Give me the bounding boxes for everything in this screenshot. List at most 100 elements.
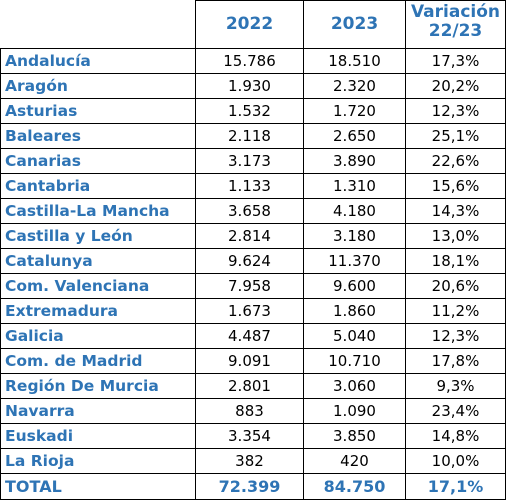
- value-2023-cell: 18.510: [303, 48, 406, 74]
- variacion-cell: 20,2%: [405, 73, 506, 99]
- value-2022-cell: 883: [195, 398, 304, 424]
- total-row: TOTAL 72.399 84.750 17,1%: [0, 473, 506, 500]
- value-2023-cell: 4.180: [303, 198, 406, 224]
- value-2022-cell: 1.133: [195, 173, 304, 199]
- region-name-cell: Catalunya: [0, 248, 196, 274]
- value-2023-cell: 3.890: [303, 148, 406, 174]
- value-2022-cell: 2.814: [195, 223, 304, 249]
- region-name-cell: Aragón: [0, 73, 196, 99]
- header-2022: 2022: [195, 0, 304, 49]
- table-row: Castilla y León 2.814 3.180 13,0%: [0, 223, 506, 249]
- total-variacion: 17,1%: [405, 473, 506, 500]
- value-2023-cell: 1.090: [303, 398, 406, 424]
- value-2023-cell: 2.320: [303, 73, 406, 99]
- value-2023-cell: 11.370: [303, 248, 406, 274]
- value-2022-cell: 1.930: [195, 73, 304, 99]
- table-row: Extremadura 1.673 1.860 11,2%: [0, 298, 506, 324]
- value-2023-cell: 1.860: [303, 298, 406, 324]
- value-2023-cell: 1.720: [303, 98, 406, 124]
- region-name-cell: Canarias: [0, 148, 196, 174]
- table-row: Galicia 4.487 5.040 12,3%: [0, 323, 506, 349]
- value-2022-cell: 382: [195, 448, 304, 474]
- table-row: Navarra 883 1.090 23,4%: [0, 398, 506, 424]
- region-name-cell: Euskadi: [0, 423, 196, 449]
- variacion-cell: 9,3%: [405, 373, 506, 399]
- value-2022-cell: 9.624: [195, 248, 304, 274]
- table-body: Andalucía 15.786 18.510 17,3% Aragón 1.930 2.3…: [0, 48, 506, 474]
- value-2023-cell: 3.060: [303, 373, 406, 399]
- value-2022-cell: 4.487: [195, 323, 304, 349]
- value-2023-cell: 3.850: [303, 423, 406, 449]
- region-name-cell: Com. Valenciana: [0, 273, 196, 299]
- region-name-cell: Navarra: [0, 398, 196, 424]
- total-2022: 72.399: [195, 473, 304, 500]
- value-2023-cell: 420: [303, 448, 406, 474]
- region-name-cell: La Rioja: [0, 448, 196, 474]
- variacion-cell: 23,4%: [405, 398, 506, 424]
- table-footer: TOTAL 72.399 84.750 17,1%: [0, 473, 506, 500]
- region-name-cell: Castilla y León: [0, 223, 196, 249]
- variacion-cell: 15,6%: [405, 173, 506, 199]
- variacion-cell: 14,3%: [405, 198, 506, 224]
- header-variacion: Variación 22/23: [405, 0, 506, 49]
- variacion-cell: 18,1%: [405, 248, 506, 274]
- table-row: Com. de Madrid 9.091 10.710 17,8%: [0, 348, 506, 374]
- variacion-cell: 17,8%: [405, 348, 506, 374]
- region-name-cell: Baleares: [0, 123, 196, 149]
- table-row: Euskadi 3.354 3.850 14,8%: [0, 423, 506, 449]
- total-2023: 84.750: [303, 473, 406, 500]
- value-2022-cell: 1.673: [195, 298, 304, 324]
- header-2023: 2023: [303, 0, 406, 49]
- value-2022-cell: 3.354: [195, 423, 304, 449]
- value-2022-cell: 15.786: [195, 48, 304, 74]
- variacion-cell: 25,1%: [405, 123, 506, 149]
- header-variacion-line2: 22/23: [428, 21, 483, 41]
- variacion-cell: 14,8%: [405, 423, 506, 449]
- value-2022-cell: 9.091: [195, 348, 304, 374]
- region-name-cell: Andalucía: [0, 48, 196, 74]
- variacion-cell: 11,2%: [405, 298, 506, 324]
- value-2023-cell: 3.180: [303, 223, 406, 249]
- value-2023-cell: 10.710: [303, 348, 406, 374]
- value-2022-cell: 2.801: [195, 373, 304, 399]
- variacion-cell: 17,3%: [405, 48, 506, 74]
- header-row: 2022 2023 Variación 22/23: [1, 0, 506, 49]
- variacion-cell: 12,3%: [405, 98, 506, 124]
- variacion-cell: 22,6%: [405, 148, 506, 174]
- total-label: TOTAL: [0, 473, 196, 500]
- region-name-cell: Castilla-La Mancha: [0, 198, 196, 224]
- region-name-cell: Cantabria: [0, 173, 196, 199]
- value-2023-cell: 9.600: [303, 273, 406, 299]
- region-name-cell: Asturias: [0, 98, 196, 124]
- table-header: 2022 2023 Variación 22/23: [1, 0, 506, 49]
- value-2022-cell: 2.118: [195, 123, 304, 149]
- table-row: Cantabria 1.133 1.310 15,6%: [0, 173, 506, 199]
- table-row: Catalunya 9.624 11.370 18,1%: [0, 248, 506, 274]
- value-2022-cell: 3.173: [195, 148, 304, 174]
- region-name-cell: Com. de Madrid: [0, 348, 196, 374]
- variacion-cell: 13,0%: [405, 223, 506, 249]
- table-row: Com. Valenciana 7.958 9.600 20,6%: [0, 273, 506, 299]
- value-2022-cell: 3.658: [195, 198, 304, 224]
- table-row: Región De Murcia 2.801 3.060 9,3%: [0, 373, 506, 399]
- value-2022-cell: 1.532: [195, 98, 304, 124]
- variacion-cell: 20,6%: [405, 273, 506, 299]
- header-variacion-line1: Variación: [410, 2, 501, 22]
- value-2023-cell: 2.650: [303, 123, 406, 149]
- variacion-cell: 10,0%: [405, 448, 506, 474]
- region-name-cell: Región De Murcia: [0, 373, 196, 399]
- table-row: Aragón 1.930 2.320 20,2%: [0, 73, 506, 99]
- region-name-cell: Extremadura: [0, 298, 196, 324]
- variacion-cell: 12,3%: [405, 323, 506, 349]
- value-2022-cell: 7.958: [195, 273, 304, 299]
- value-2023-cell: 5.040: [303, 323, 406, 349]
- table-row: Andalucía 15.786 18.510 17,3%: [0, 48, 506, 74]
- table-row: Castilla-La Mancha 3.658 4.180 14,3%: [0, 198, 506, 224]
- table-row: Asturias 1.532 1.720 12,3%: [0, 98, 506, 124]
- table-row: La Rioja 382 420 10,0%: [0, 448, 506, 474]
- table-row: Canarias 3.173 3.890 22,6%: [0, 148, 506, 174]
- region-name-cell: Galicia: [0, 323, 196, 349]
- value-2023-cell: 1.310: [303, 173, 406, 199]
- table-row: Baleares 2.118 2.650 25,1%: [0, 123, 506, 149]
